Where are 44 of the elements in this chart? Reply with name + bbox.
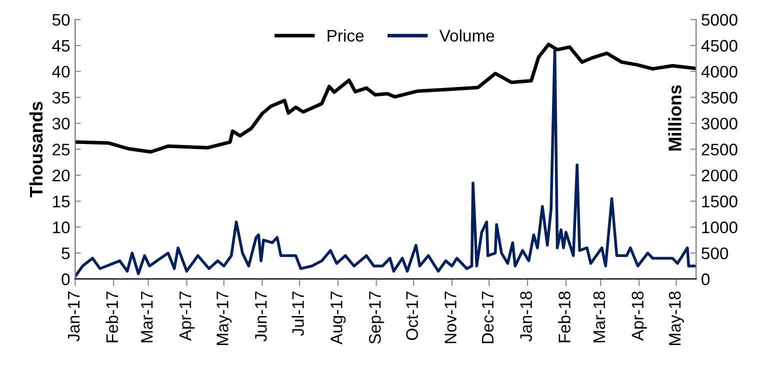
x-tick-label: Apr-18 — [632, 292, 647, 341]
y2-tick-label: 500 — [702, 247, 728, 260]
legend-label: Volume — [439, 29, 494, 42]
y2-tick-label: 1000 — [702, 222, 738, 234]
x-tick-label: Mar-17 — [141, 292, 153, 342]
y-tick-label: 20 — [52, 170, 70, 182]
x-tick-label: Jan-18 — [520, 292, 532, 342]
y-tick-label: 0 — [62, 273, 70, 286]
x-tick-label: Jan-17 — [68, 292, 80, 342]
x-tick-label: Oct-17 — [406, 292, 418, 340]
y-tick-label: 30 — [52, 118, 70, 130]
x-tick-label: Nov-17 — [444, 292, 456, 344]
x-tick-label: Aug-17 — [330, 292, 346, 345]
x-tick-label: Dec-17 — [482, 292, 494, 344]
y-tick-label: 35 — [52, 92, 70, 104]
x-tick-label: Feb-18 — [558, 292, 570, 342]
y-tick-label: 50 — [52, 14, 70, 26]
x-tick-label: Sep-17 — [369, 292, 384, 344]
y2-tick-label: 0 — [702, 273, 710, 286]
y2-tick-label: 3000 — [702, 118, 738, 130]
y-tick-label: 15 — [53, 196, 70, 208]
x-tick-label: Jul-17 — [292, 292, 304, 336]
x-tick-label: Mar-18 — [593, 292, 606, 342]
y-tick-label: 10 — [53, 222, 70, 234]
y2-tick-label: 4000 — [701, 66, 738, 78]
y2-tick-label: 4500 — [701, 40, 738, 52]
y2-tick-label: 5000 — [702, 14, 738, 26]
x-tick-label: Apr-17 — [180, 292, 194, 341]
y-tick-label: 45 — [52, 40, 70, 52]
legend-label: Price — [328, 29, 364, 42]
y-tick-label: 5 — [62, 248, 70, 260]
x-tick-label: May-17 — [216, 292, 232, 345]
y2-tick-label: 2000 — [702, 170, 738, 182]
y-axis-title: Thousands — [29, 102, 43, 198]
y-tick-label: 40 — [52, 66, 70, 78]
x-tick-label: May-18 — [668, 292, 684, 345]
x-tick-label: Feb-17 — [106, 292, 118, 342]
line-series — [75, 42, 696, 154]
x-tick-label: Jun-17 — [255, 292, 267, 342]
y2-tick-label: 3500 — [702, 92, 738, 104]
y2-tick-label: 1500 — [702, 196, 738, 208]
y-tick-label: 25 — [52, 144, 70, 156]
y2-axis-title: Millions — [668, 85, 682, 151]
y2-tick-label: 2500 — [702, 144, 738, 156]
